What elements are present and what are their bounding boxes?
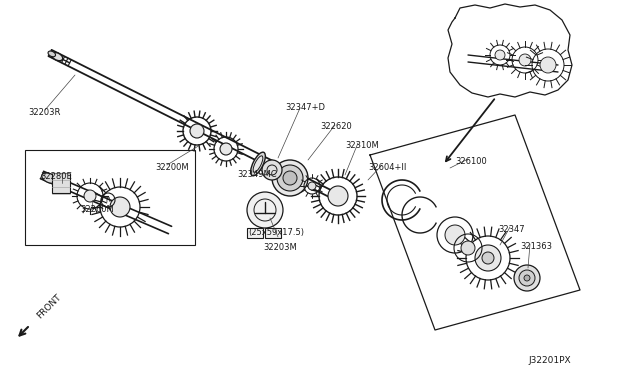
Text: 322620: 322620: [320, 122, 352, 131]
Text: 321363: 321363: [520, 242, 552, 251]
Circle shape: [190, 124, 204, 138]
Text: (25x59x17.5): (25x59x17.5): [248, 228, 304, 237]
Bar: [52, 173, 70, 193]
Text: 32310M: 32310M: [345, 141, 379, 150]
Text: 32349MC: 32349MC: [237, 170, 276, 179]
Circle shape: [475, 245, 501, 271]
Circle shape: [445, 225, 465, 245]
Text: 32604+II: 32604+II: [368, 163, 406, 172]
Circle shape: [514, 265, 540, 291]
Circle shape: [247, 192, 283, 228]
Bar: [247, 228, 263, 238]
Ellipse shape: [52, 52, 63, 61]
Circle shape: [220, 143, 232, 155]
Text: 32200M: 32200M: [155, 163, 189, 172]
Text: 326100: 326100: [455, 157, 487, 166]
Circle shape: [328, 186, 348, 206]
Circle shape: [495, 50, 505, 60]
Circle shape: [283, 171, 297, 185]
Text: 32347+D: 32347+D: [285, 103, 325, 112]
Circle shape: [262, 160, 282, 180]
Circle shape: [540, 57, 556, 73]
Circle shape: [277, 165, 303, 191]
Circle shape: [272, 160, 308, 196]
Text: 32203M: 32203M: [263, 243, 297, 252]
Text: FRONT: FRONT: [35, 292, 63, 320]
Text: R: R: [106, 197, 110, 203]
Circle shape: [84, 190, 96, 202]
Bar: [265, 228, 281, 238]
Ellipse shape: [251, 152, 266, 176]
Bar: [25, 150, 195, 245]
Text: 32203R: 32203R: [28, 108, 60, 117]
Circle shape: [519, 54, 531, 66]
Circle shape: [482, 252, 494, 264]
Circle shape: [461, 241, 475, 255]
Ellipse shape: [42, 173, 57, 183]
Text: 32260M: 32260M: [80, 205, 114, 214]
Circle shape: [519, 270, 535, 286]
Text: J32201PX: J32201PX: [528, 356, 571, 365]
Circle shape: [308, 182, 316, 190]
Circle shape: [110, 197, 130, 217]
Ellipse shape: [48, 51, 56, 57]
Ellipse shape: [253, 156, 263, 172]
Circle shape: [524, 275, 530, 281]
Text: 32347: 32347: [498, 225, 525, 234]
Text: 32280E: 32280E: [40, 172, 72, 181]
